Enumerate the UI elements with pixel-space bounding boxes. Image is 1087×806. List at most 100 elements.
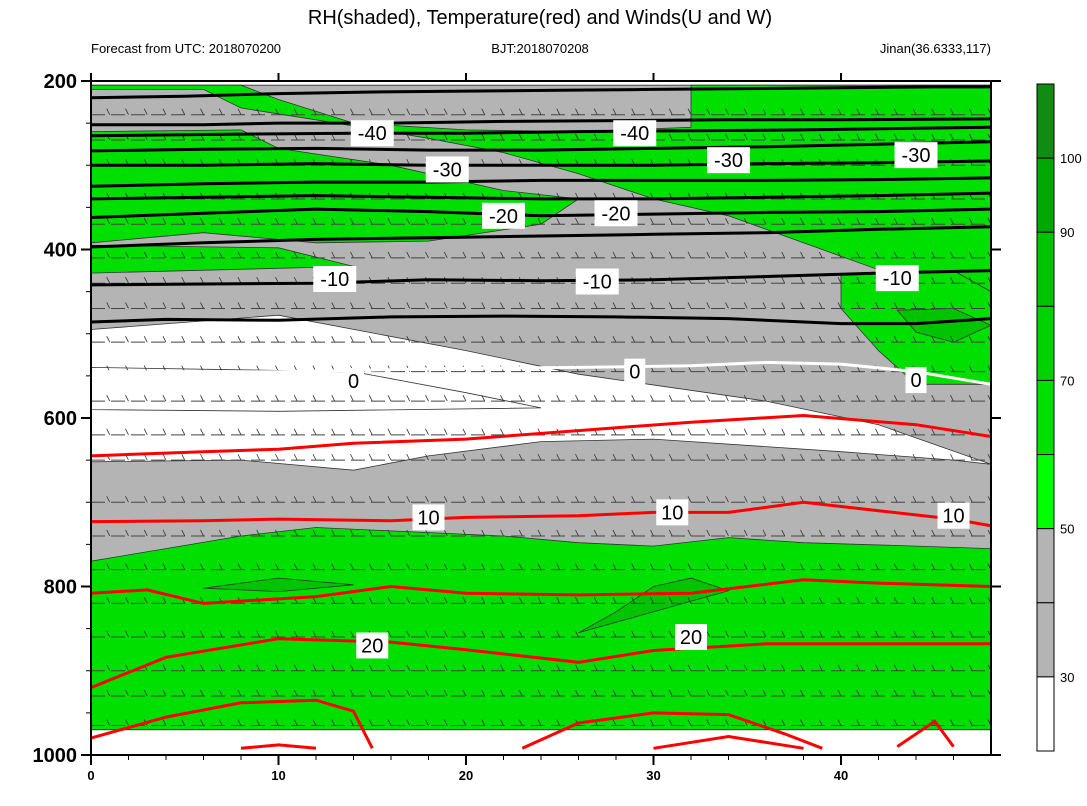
wind-barb (368, 108, 373, 115)
wind-barb (368, 664, 373, 671)
wind-barb (368, 428, 373, 436)
wind-barb (162, 597, 167, 604)
wind-barb (462, 597, 467, 604)
wind-barb (162, 719, 167, 726)
x-axis: 0 10 20 30 40 (87, 73, 954, 783)
wind-barb (706, 563, 711, 570)
temperature-contour-10 (91, 413, 991, 458)
wind-barb (218, 664, 223, 671)
wind-barb (800, 277, 804, 284)
wind-barb (462, 394, 467, 402)
wind-barb (556, 496, 561, 503)
wind-barb (631, 335, 636, 343)
wind-barb (968, 664, 973, 671)
wind-barb (631, 529, 636, 537)
wind-barb (162, 630, 167, 638)
wind-barb (181, 428, 186, 436)
wind-barb (818, 218, 823, 225)
contour-label-box (875, 265, 919, 292)
wind-barb (425, 597, 429, 604)
wind-barb (350, 563, 354, 570)
wind-barb (818, 496, 823, 503)
wind-barb (856, 335, 861, 343)
wind-barb (893, 251, 898, 259)
wind-barb (331, 251, 336, 259)
temperature-contour-20 (896, 719, 955, 748)
wind-barb (106, 630, 111, 638)
wind-barb (818, 428, 823, 436)
wind-barb (893, 428, 898, 436)
wind-barb (650, 664, 654, 671)
wind-barb (443, 719, 448, 726)
colorbar-label: 30 (1060, 670, 1074, 685)
wind-barb (181, 218, 186, 225)
wind-barb (443, 133, 448, 141)
wind-barb (762, 108, 767, 115)
wind-barb (725, 365, 729, 372)
wind-barb (612, 453, 617, 461)
wind-barb (687, 108, 692, 115)
wind-barb (143, 335, 148, 343)
wind-barb (743, 453, 748, 461)
wind-barb (912, 563, 917, 570)
wind-barb (818, 277, 823, 284)
wind-barb (387, 664, 392, 671)
wind-barb (706, 597, 711, 604)
wind-barb (931, 251, 936, 259)
wind-barb (462, 335, 467, 343)
wind-barb (631, 563, 636, 570)
contour-label: 0 (910, 370, 921, 392)
wind-barb (387, 251, 392, 259)
wind-barb (818, 133, 823, 141)
wind-barb (762, 453, 767, 461)
wind-barb (931, 277, 936, 284)
wind-barb (237, 251, 242, 259)
wind-barb (312, 597, 317, 604)
wind-barb (387, 597, 392, 604)
wind-barb (275, 664, 279, 671)
temperature-contour--10 (91, 314, 991, 326)
wind-barb (912, 302, 917, 309)
wind-barb (950, 453, 954, 461)
wind-barb (462, 689, 467, 697)
wind-barb (837, 453, 842, 461)
wind-barb (143, 108, 148, 115)
wind-barb (518, 597, 523, 604)
wind-barb (950, 365, 954, 372)
wind-barb (350, 218, 354, 225)
contour-label-layer: -40 -40 -30 -30 -30 -20 -20 -10 -10 -10 0 0 0 10 10 10 2… (313, 120, 970, 659)
wind-barb (125, 719, 129, 726)
wind-barb (106, 529, 111, 537)
x-tick-label: 10 (271, 768, 285, 783)
wind-barb (762, 394, 767, 402)
contour-label-box (313, 265, 357, 292)
wind-barb (893, 689, 898, 697)
wind-barb (406, 719, 411, 726)
wind-barb (368, 453, 373, 461)
wind-barb (725, 630, 729, 638)
wind-barb (350, 453, 354, 461)
wind-barb (237, 529, 242, 537)
wind-barb (350, 689, 354, 697)
temperature-contour--30 (91, 159, 991, 167)
wind-barb (668, 597, 673, 604)
wind-barb (237, 689, 242, 697)
wind-barb (725, 597, 729, 604)
wind-barb (556, 453, 561, 461)
temperature-contour-20 (240, 743, 317, 750)
wind-barb (800, 335, 804, 343)
wind-barb (462, 664, 467, 671)
wind-barb (725, 428, 729, 436)
wind-barb (350, 251, 354, 259)
wind-barb (875, 251, 879, 259)
wind-barb (856, 529, 861, 537)
contour-label: -30 (433, 159, 462, 181)
wind-barb (481, 597, 486, 604)
wind-barb (593, 251, 598, 259)
wind-barb (331, 630, 336, 638)
wind-barb (818, 302, 823, 309)
wind-barb (537, 133, 542, 141)
wind-barb (631, 302, 636, 309)
wind-barb (875, 335, 879, 343)
wind-barb (406, 664, 411, 671)
